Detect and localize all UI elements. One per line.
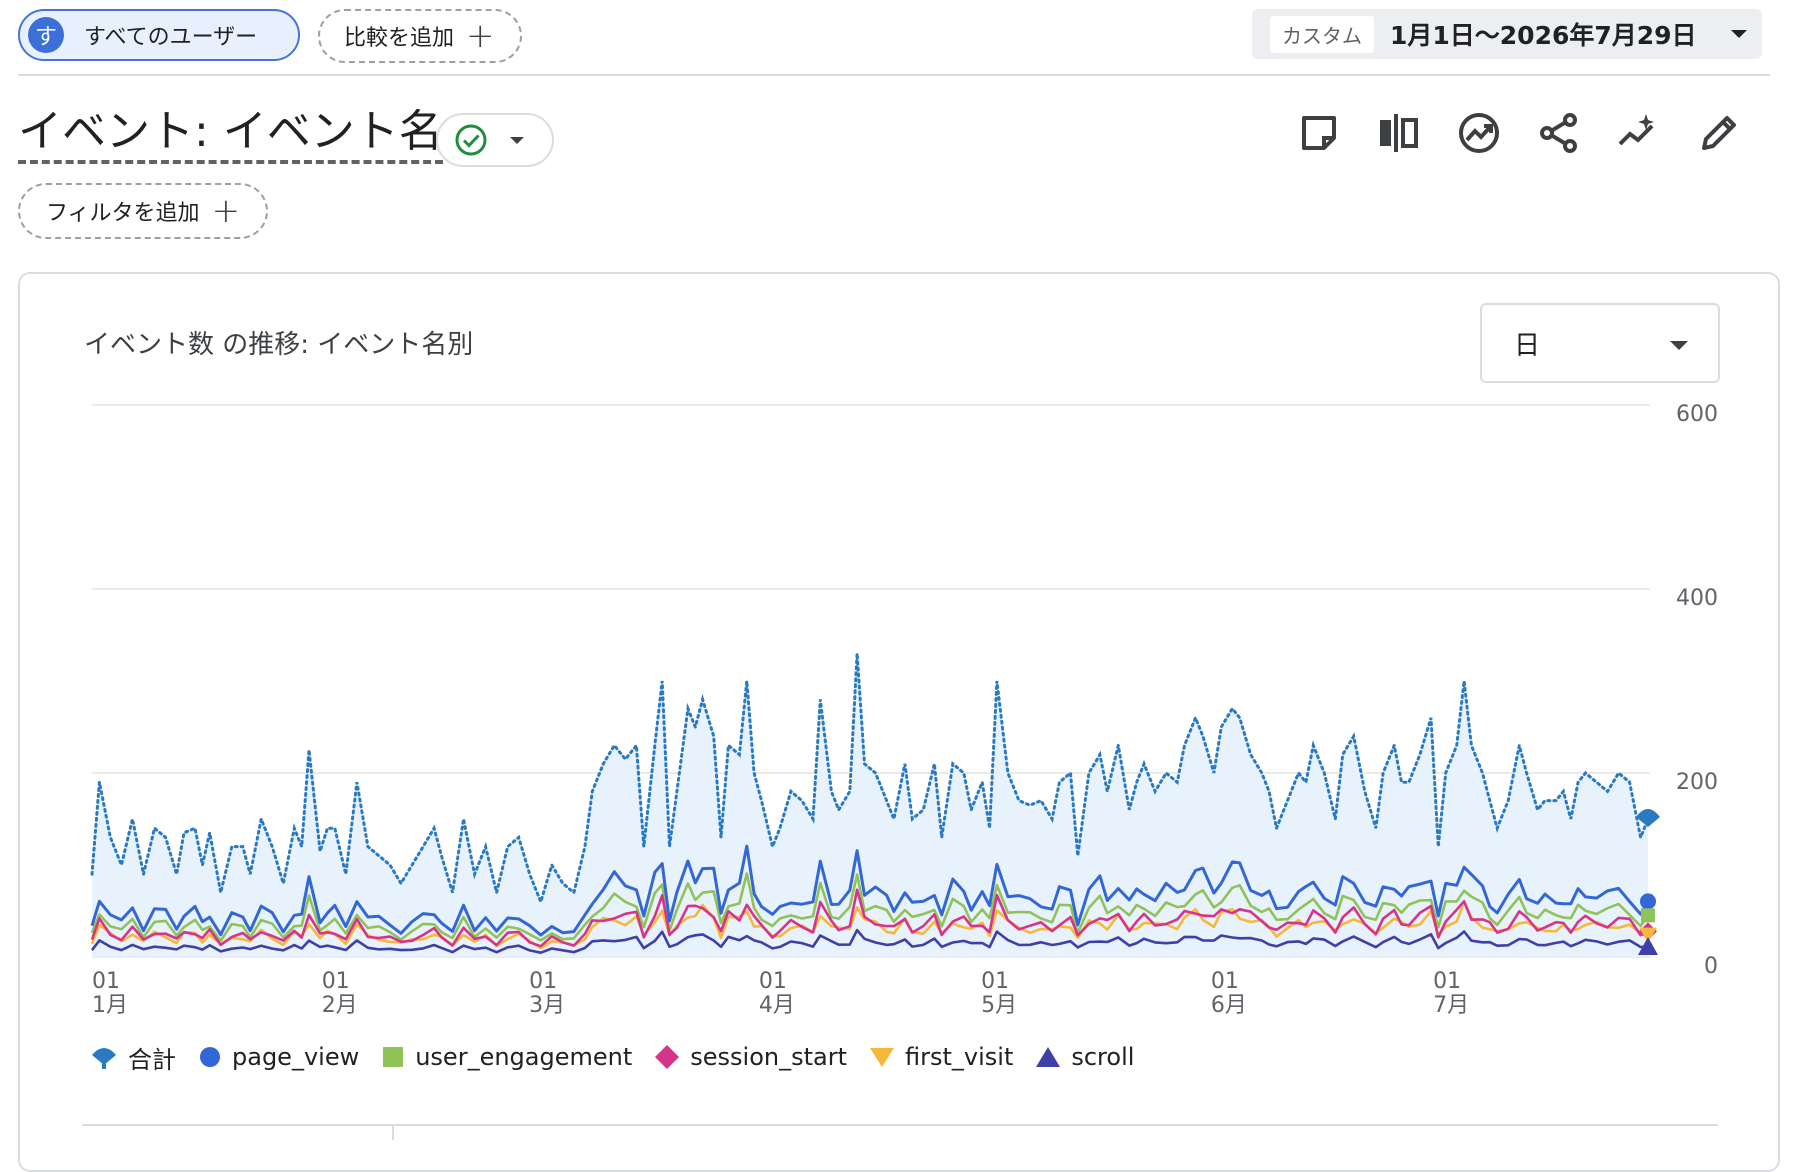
x-tick-day: 01 — [322, 969, 350, 994]
top-bar: す すべてのユーザー 比較を追加 + カスタム 1月1日～2026年7月29日 — [0, 0, 1780, 75]
y-tick-label: 400 — [1676, 586, 1718, 611]
legend-item-page-view[interactable]: page_view — [198, 1043, 359, 1071]
plus-icon: + — [466, 16, 495, 56]
y-tick-label: 600 — [1676, 402, 1718, 427]
legend-item-scroll[interactable]: scroll — [1035, 1043, 1134, 1071]
x-tick-day: 01 — [529, 969, 557, 994]
series-line-page-view — [90, 844, 1650, 937]
x-tick-day: 01 — [1433, 969, 1461, 994]
end-marker-total — [1636, 809, 1660, 827]
x-tick-month: 7月 — [1433, 993, 1469, 1018]
end-marker-scroll — [1638, 937, 1658, 955]
chart-card: イベント数 の推移: イベント名別 日 — [18, 272, 1780, 1172]
legend-label-scroll: scroll — [1071, 1043, 1135, 1071]
segment-chip[interactable]: す すべてのユーザー — [18, 9, 300, 61]
compare-columns-icon — [1380, 114, 1418, 152]
trend-sparkle-icon — [1618, 114, 1654, 146]
legend-marker-scroll — [1036, 1047, 1061, 1067]
date-range-value: 1月1日～2026年7月29日 — [1390, 21, 1697, 50]
legend-label-page-view: page_view — [232, 1043, 360, 1071]
end-marker-page-view — [1640, 893, 1656, 910]
table-column-divider — [392, 1126, 394, 1140]
note-button[interactable] — [1296, 110, 1342, 156]
legend-label-user-engagement: user_engagement — [415, 1043, 633, 1071]
x-tick-day: 01 — [759, 969, 787, 994]
share-icon — [1540, 113, 1577, 153]
note-icon — [1302, 116, 1336, 150]
add-filter-button[interactable]: フィルタを追加 + — [18, 183, 268, 239]
chevron-down-icon — [510, 136, 524, 144]
chart-title: イベント数 の推移: イベント名別 — [84, 330, 474, 360]
granularity-select[interactable]: 日 — [1480, 303, 1720, 383]
end-marker-user-engagement — [1641, 908, 1655, 923]
legend-label-session-start: session_start — [690, 1043, 847, 1071]
insights-icon — [1459, 113, 1499, 153]
x-tick-day: 01 — [1211, 969, 1239, 994]
legend-marker-session-start — [655, 1045, 680, 1069]
report-status-dropdown[interactable] — [436, 113, 554, 167]
header-divider — [18, 74, 1770, 76]
legend-item-session-start[interactable]: session_start — [654, 1043, 847, 1071]
chevron-down-icon — [1670, 341, 1688, 350]
share-button[interactable] — [1536, 110, 1582, 156]
chevron-down-icon — [1730, 30, 1747, 38]
series-line-scroll — [90, 928, 1649, 954]
segment-avatar: す — [28, 17, 64, 53]
date-range-picker[interactable]: カスタム 1月1日～2026年7月29日 — [1252, 9, 1762, 59]
add-comparison-label: 比較を追加 — [344, 26, 455, 51]
x-tick-month: 4月 — [759, 993, 795, 1018]
series-line-total — [90, 653, 1650, 907]
y-tick-label: 0 — [1704, 954, 1718, 979]
compare-columns-button[interactable] — [1376, 110, 1422, 156]
legend-label-first-visit: first_visit — [905, 1043, 1014, 1071]
insights-button[interactable] — [1456, 110, 1502, 156]
trend-sparkle-button[interactable] — [1616, 110, 1662, 156]
series-line-user-engagement — [90, 872, 1650, 943]
legend-item-total[interactable]: 合計 — [90, 1040, 176, 1075]
legend-marker-user-engagement — [383, 1047, 404, 1067]
legend-item-first-visit[interactable]: first_visit — [869, 1043, 1013, 1071]
total-area — [92, 653, 1648, 957]
x-tick-month: 2月 — [322, 993, 358, 1018]
legend-marker-total — [92, 1048, 116, 1069]
legend-marker-page-view — [200, 1047, 220, 1067]
series-line-session-start — [90, 888, 1649, 948]
x-tick-month: 3月 — [529, 993, 565, 1018]
x-tick-day: 01 — [981, 969, 1009, 994]
x-tick-month: 6月 — [1211, 993, 1247, 1018]
chart-legend: 合計 page_view user_engagement session_sta… — [90, 1040, 1156, 1074]
add-comparison-button[interactable]: 比較を追加 + — [318, 9, 522, 63]
legend-marker-first-visit — [870, 1048, 894, 1067]
edit-button[interactable] — [1696, 110, 1742, 156]
legend-item-user-engagement[interactable]: user_engagement — [381, 1043, 632, 1071]
y-tick-label: 200 — [1676, 770, 1718, 795]
granularity-value: 日 — [1514, 330, 1541, 361]
x-tick-month: 1月 — [92, 993, 128, 1018]
legend-label-total: 合計 — [128, 1045, 176, 1074]
end-marker-first-visit — [1639, 927, 1657, 943]
add-filter-label: フィルタを追加 — [46, 201, 200, 226]
edit-icon — [1702, 116, 1736, 150]
x-tick-month: 5月 — [981, 993, 1017, 1018]
table-divider — [82, 1124, 1718, 1126]
x-tick-day: 01 — [92, 969, 120, 994]
check-circle-icon — [455, 124, 487, 156]
segment-label: すべてのユーザー — [84, 25, 258, 50]
plus-icon: + — [211, 191, 241, 231]
page-title[interactable]: イベント: イベント名 — [18, 106, 443, 164]
date-range-tag: カスタム — [1270, 15, 1374, 53]
